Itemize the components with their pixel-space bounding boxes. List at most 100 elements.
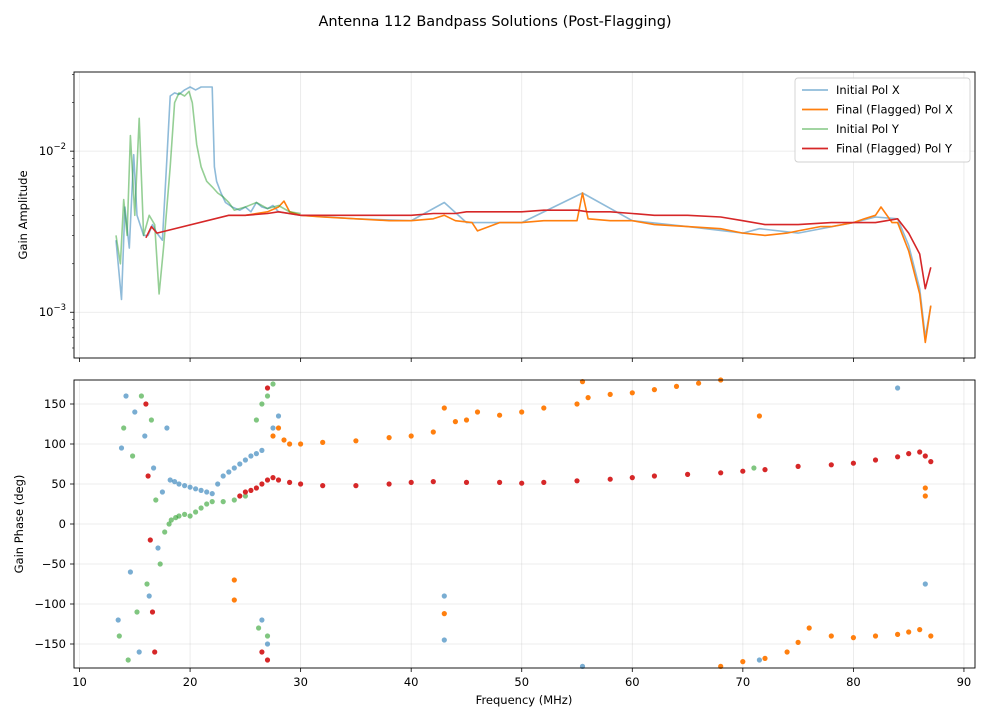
phase-point <box>275 477 282 483</box>
phase-point <box>922 485 928 491</box>
phase-point <box>287 479 293 485</box>
bottom-ytick-label: 100 <box>44 437 66 451</box>
bottom-series-2 <box>116 381 757 663</box>
phase-point <box>193 486 199 492</box>
phase-point <box>850 460 857 466</box>
legend-label: Initial Pol Y <box>836 122 900 136</box>
phase-point <box>906 629 912 635</box>
phase-point <box>220 499 226 505</box>
phase-point <box>281 437 287 443</box>
phase-point <box>237 461 243 467</box>
phase-point <box>430 479 436 485</box>
phase-point <box>828 633 834 639</box>
phase-point <box>463 417 470 423</box>
bottom-series-3 <box>143 385 934 663</box>
phase-point <box>541 405 547 411</box>
phase-point <box>441 637 447 643</box>
phase-point <box>270 433 276 439</box>
phase-point <box>463 479 470 485</box>
bottom-xtick-label: 20 <box>183 675 198 689</box>
bottom-ytick-label: −100 <box>34 597 66 611</box>
bottom-series-0 <box>115 385 928 670</box>
phase-point <box>928 633 934 639</box>
phase-point <box>275 425 282 431</box>
phase-point <box>270 475 276 481</box>
phase-point <box>209 499 215 505</box>
bottom-xtick-label: 30 <box>293 675 308 689</box>
phase-point <box>182 511 188 517</box>
phase-point <box>155 545 161 551</box>
phase-point <box>497 479 503 485</box>
phase-point <box>147 537 153 543</box>
bottom-xtick-label: 90 <box>957 675 972 689</box>
phase-point <box>164 425 170 431</box>
phase-point <box>574 478 580 484</box>
phase-point <box>928 459 934 465</box>
phase-point <box>242 493 248 499</box>
phase-point <box>231 577 237 583</box>
bottom-xtick-label: 60 <box>625 675 640 689</box>
phase-point <box>172 479 178 485</box>
phase-point <box>452 419 458 425</box>
phase-point <box>127 569 133 575</box>
phase-point <box>270 425 276 431</box>
phase-point <box>441 405 447 411</box>
phase-point <box>231 465 237 471</box>
legend: Initial Pol X Final (Flagged) Pol X Initia… <box>794 77 971 163</box>
phase-point <box>756 413 763 419</box>
phase-point <box>153 497 159 503</box>
bottom-ytick-label: −50 <box>42 557 66 571</box>
phase-point <box>166 521 172 527</box>
phase-point <box>872 633 879 639</box>
phase-point <box>134 609 140 615</box>
phase-point <box>220 473 226 479</box>
phase-point <box>253 451 259 457</box>
phase-point <box>264 633 271 639</box>
phase-point <box>162 529 168 535</box>
phase-point <box>353 483 359 489</box>
phase-point <box>138 393 144 399</box>
bottom-grid <box>74 380 975 668</box>
phase-point <box>204 501 210 507</box>
phase-point <box>204 489 210 495</box>
figure-title: Antenna 112 Bandpass Solutions (Post-Fla… <box>318 14 671 30</box>
phase-point <box>795 463 801 469</box>
phase-point <box>231 497 237 503</box>
top-ylabel: Gain Amplitude <box>16 170 30 259</box>
bottom-ytick-label: 0 <box>59 517 66 531</box>
phase-point <box>151 465 157 471</box>
phase-point <box>320 483 326 489</box>
phase-point <box>256 625 262 631</box>
bottom-ylabel: Gain Phase (deg) <box>12 475 26 574</box>
phase-point <box>685 471 691 477</box>
legend-label: Initial Pol X <box>836 83 900 97</box>
phase-point <box>430 429 436 435</box>
phase-point <box>146 593 152 599</box>
phase-point <box>806 625 812 631</box>
phase-point <box>519 480 525 486</box>
phase-point <box>751 465 757 471</box>
phase-point <box>176 481 182 487</box>
phase-point <box>441 593 447 599</box>
phase-point <box>264 477 271 483</box>
phase-point <box>237 493 243 499</box>
bottom-ytick-label: 50 <box>51 477 66 491</box>
phase-point <box>159 489 165 495</box>
phase-point <box>607 391 613 397</box>
phase-point <box>264 641 271 647</box>
phase-point <box>264 393 271 399</box>
phase-point <box>906 451 912 457</box>
phase-point <box>607 476 613 482</box>
bottom-xtick-label: 10 <box>72 675 87 689</box>
phase-point <box>193 509 199 515</box>
phase-point <box>756 657 763 663</box>
phase-point <box>541 479 547 485</box>
phase-point <box>917 627 923 633</box>
phase-point <box>287 441 293 447</box>
bottom-ytick-label: 150 <box>44 397 66 411</box>
phase-point <box>187 484 193 490</box>
phase-point <box>320 439 326 445</box>
phase-point <box>187 513 193 519</box>
phase-point <box>231 597 237 603</box>
phase-point <box>629 390 635 396</box>
